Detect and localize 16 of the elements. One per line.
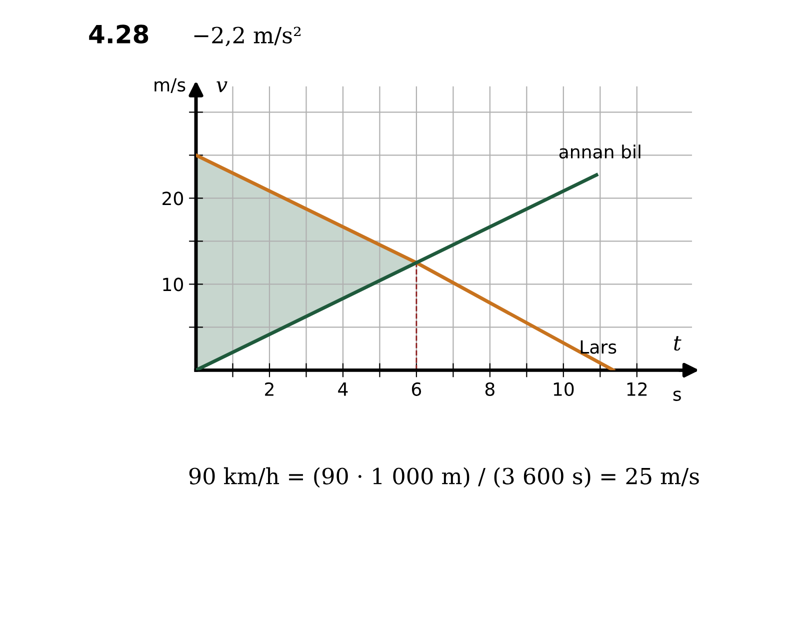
x-axis-title: t — [674, 336, 682, 351]
x-tick-label: 8 — [485, 382, 494, 396]
x-tick-label: 2 — [265, 382, 274, 396]
x-tick-label: 4 — [338, 382, 348, 396]
x-tick-label: 12 — [627, 382, 647, 396]
x-tick-label: 10 — [554, 382, 574, 396]
series-label: annan bil — [559, 144, 640, 159]
y-tick-label: 20 — [162, 192, 183, 206]
x-tick-label: 6 — [412, 382, 422, 396]
y-axis-title: v — [216, 81, 228, 92]
chart-subtitle: −2,2 m/s² — [194, 26, 300, 46]
chart-title: 4.28 — [89, 24, 148, 44]
series-label: Lars — [580, 340, 616, 354]
text: m/s — [154, 78, 186, 94]
text: s — [673, 390, 681, 401]
text: 90 km/h = (90 · 1 000 m) / (3 600 s) = 25 m/s — [189, 467, 699, 488]
